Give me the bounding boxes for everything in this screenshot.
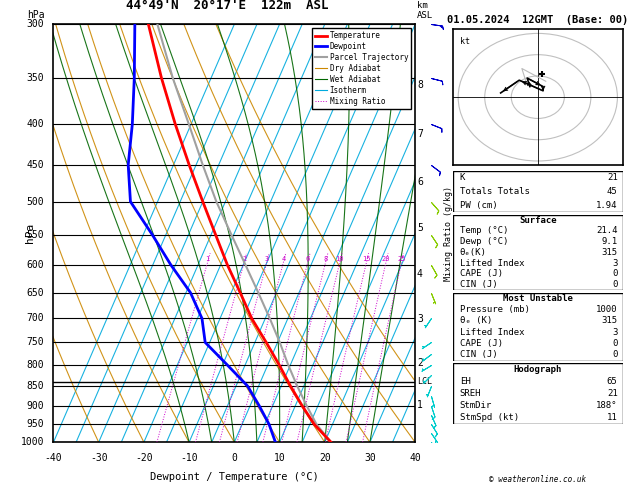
Text: 20: 20 bbox=[382, 256, 390, 262]
Text: 1000: 1000 bbox=[596, 305, 618, 314]
Text: 0: 0 bbox=[612, 270, 618, 278]
Text: 30: 30 bbox=[364, 453, 376, 463]
Text: 950: 950 bbox=[27, 419, 45, 430]
Legend: Temperature, Dewpoint, Parcel Trajectory, Dry Adiabat, Wet Adiabat, Isotherm, Mi: Temperature, Dewpoint, Parcel Trajectory… bbox=[312, 28, 411, 109]
Text: 0: 0 bbox=[612, 339, 618, 348]
Text: 2: 2 bbox=[417, 358, 423, 367]
Text: 2: 2 bbox=[242, 256, 247, 262]
Text: CIN (J): CIN (J) bbox=[460, 280, 498, 289]
Text: 21: 21 bbox=[607, 389, 618, 398]
Text: CAPE (J): CAPE (J) bbox=[460, 339, 503, 348]
Text: 9.1: 9.1 bbox=[601, 237, 618, 246]
Text: Surface: Surface bbox=[519, 216, 557, 225]
Text: 1: 1 bbox=[417, 400, 423, 410]
Text: 8: 8 bbox=[323, 256, 328, 262]
Text: -30: -30 bbox=[90, 453, 108, 463]
Text: CAPE (J): CAPE (J) bbox=[460, 270, 503, 278]
Text: Dewpoint / Temperature (°C): Dewpoint / Temperature (°C) bbox=[150, 471, 319, 482]
Text: Temp (°C): Temp (°C) bbox=[460, 226, 508, 235]
Text: θₑ(K): θₑ(K) bbox=[460, 248, 487, 257]
Text: 0: 0 bbox=[231, 453, 237, 463]
Text: 5: 5 bbox=[417, 224, 423, 233]
Text: 11: 11 bbox=[607, 413, 618, 422]
Text: 7: 7 bbox=[417, 129, 423, 139]
Text: K: K bbox=[460, 174, 465, 182]
Text: 188°: 188° bbox=[596, 401, 618, 410]
Text: 65: 65 bbox=[607, 377, 618, 386]
Text: -10: -10 bbox=[181, 453, 198, 463]
Text: hPa: hPa bbox=[27, 10, 45, 20]
Text: 21: 21 bbox=[607, 174, 618, 182]
Text: 6: 6 bbox=[417, 176, 423, 187]
Text: 800: 800 bbox=[27, 360, 45, 370]
Text: 4: 4 bbox=[281, 256, 286, 262]
Text: -20: -20 bbox=[135, 453, 153, 463]
Text: EH: EH bbox=[460, 377, 470, 386]
Text: 750: 750 bbox=[27, 337, 45, 347]
Text: PW (cm): PW (cm) bbox=[460, 201, 498, 210]
Text: CIN (J): CIN (J) bbox=[460, 350, 498, 360]
Text: 400: 400 bbox=[27, 119, 45, 129]
Text: 21.4: 21.4 bbox=[596, 226, 618, 235]
Text: Pressure (mb): Pressure (mb) bbox=[460, 305, 530, 314]
Text: 315: 315 bbox=[601, 316, 618, 326]
Text: 3: 3 bbox=[417, 314, 423, 324]
Text: 500: 500 bbox=[27, 197, 45, 207]
Text: km
ASL: km ASL bbox=[417, 0, 433, 20]
Text: Totals Totals: Totals Totals bbox=[460, 187, 530, 196]
Text: 1: 1 bbox=[206, 256, 209, 262]
Text: Lifted Index: Lifted Index bbox=[460, 328, 524, 337]
Text: 315: 315 bbox=[601, 248, 618, 257]
Text: SREH: SREH bbox=[460, 389, 481, 398]
Text: 6: 6 bbox=[306, 256, 310, 262]
Text: θₑ (K): θₑ (K) bbox=[460, 316, 492, 326]
Text: LCL: LCL bbox=[417, 377, 432, 386]
Text: 650: 650 bbox=[27, 288, 45, 298]
Text: 25: 25 bbox=[398, 256, 406, 262]
Text: 3: 3 bbox=[612, 259, 618, 268]
Text: 550: 550 bbox=[27, 230, 45, 240]
Text: StmSpd (kt): StmSpd (kt) bbox=[460, 413, 519, 422]
Text: 1000: 1000 bbox=[21, 437, 45, 447]
Text: 3: 3 bbox=[265, 256, 269, 262]
Text: Dewp (°C): Dewp (°C) bbox=[460, 237, 508, 246]
Text: 4: 4 bbox=[417, 269, 423, 279]
Text: 10: 10 bbox=[274, 453, 286, 463]
Text: 15: 15 bbox=[362, 256, 370, 262]
Text: Lifted Index: Lifted Index bbox=[460, 259, 524, 268]
Text: 0: 0 bbox=[612, 350, 618, 360]
Text: Hodograph: Hodograph bbox=[514, 364, 562, 374]
Text: 40: 40 bbox=[409, 453, 421, 463]
Text: 10: 10 bbox=[336, 256, 344, 262]
Text: 600: 600 bbox=[27, 260, 45, 270]
Text: -40: -40 bbox=[45, 453, 62, 463]
Text: 450: 450 bbox=[27, 160, 45, 170]
Text: Mixing Ratio (g/kg): Mixing Ratio (g/kg) bbox=[444, 186, 453, 281]
Text: 1.94: 1.94 bbox=[596, 201, 618, 210]
Text: 700: 700 bbox=[27, 313, 45, 324]
Text: 44°49'N  20°17'E  122m  ASL: 44°49'N 20°17'E 122m ASL bbox=[126, 0, 328, 12]
Text: 45: 45 bbox=[607, 187, 618, 196]
Text: 350: 350 bbox=[27, 73, 45, 83]
Text: Most Unstable: Most Unstable bbox=[503, 294, 573, 303]
Text: 0: 0 bbox=[612, 280, 618, 289]
Text: 3: 3 bbox=[612, 328, 618, 337]
Text: 900: 900 bbox=[27, 400, 45, 411]
Text: kt: kt bbox=[460, 37, 470, 46]
Text: 8: 8 bbox=[417, 80, 423, 90]
Text: StmDir: StmDir bbox=[460, 401, 492, 410]
Text: hPa: hPa bbox=[25, 223, 35, 243]
Text: 850: 850 bbox=[27, 381, 45, 391]
Text: 300: 300 bbox=[27, 19, 45, 29]
Text: 01.05.2024  12GMT  (Base: 00): 01.05.2024 12GMT (Base: 00) bbox=[447, 15, 628, 25]
Text: © weatheronline.co.uk: © weatheronline.co.uk bbox=[489, 474, 586, 484]
Text: 20: 20 bbox=[319, 453, 331, 463]
